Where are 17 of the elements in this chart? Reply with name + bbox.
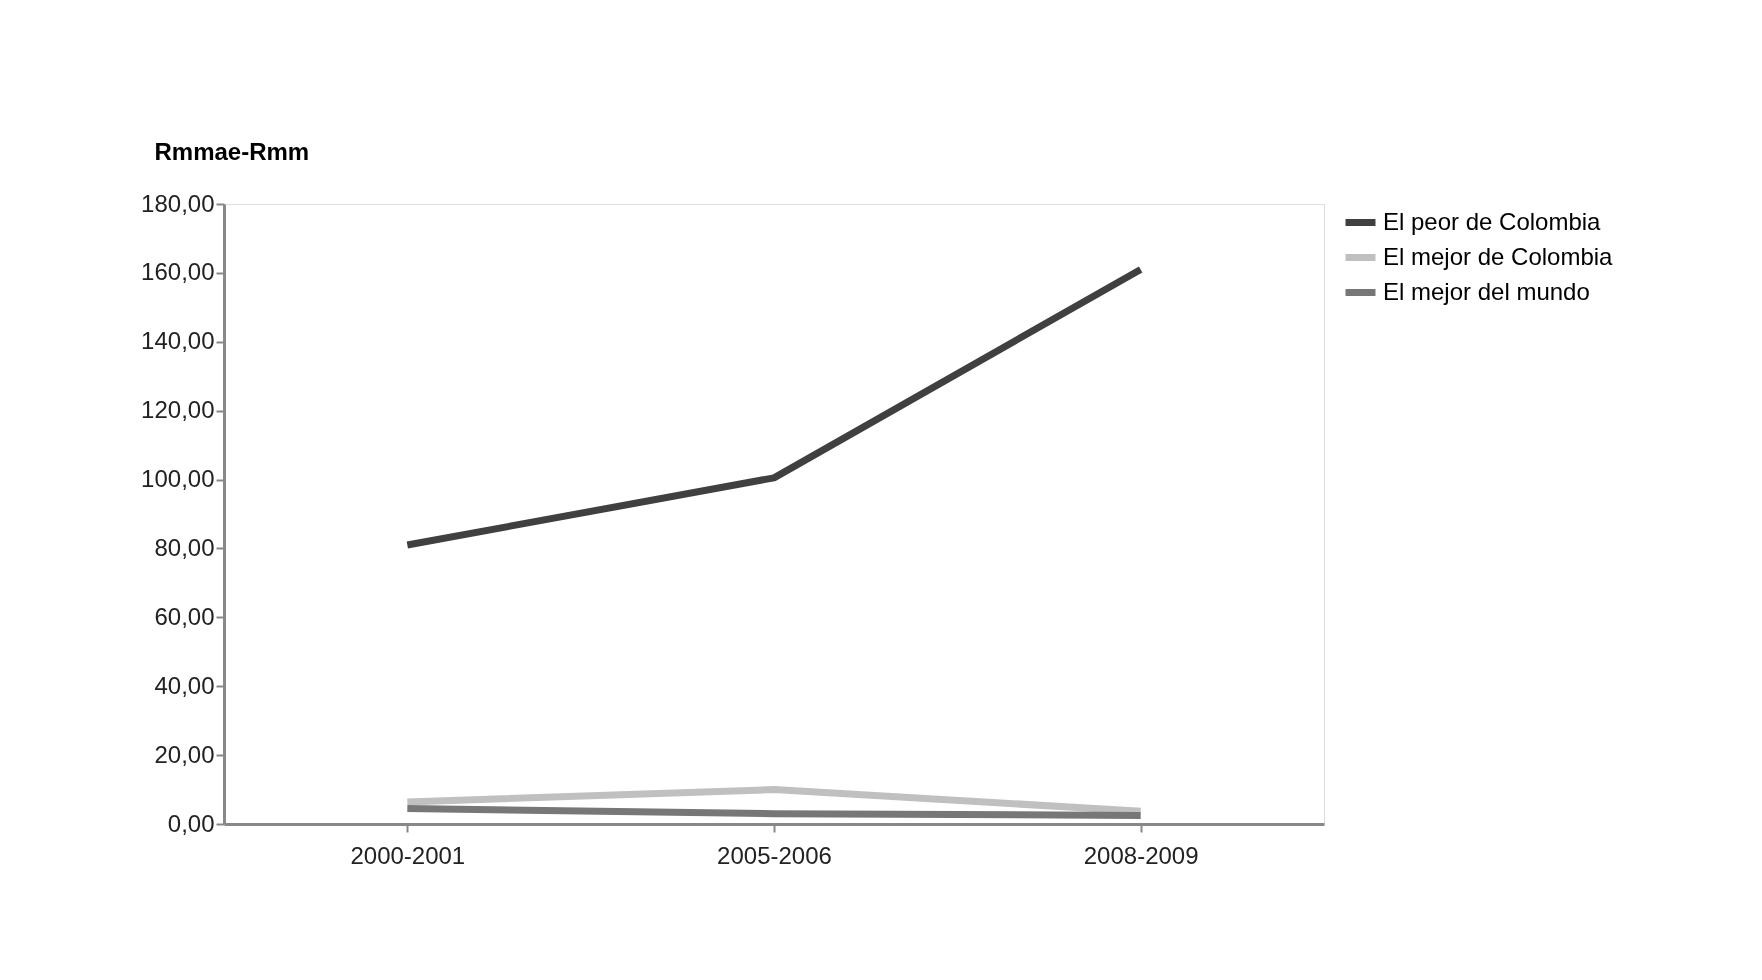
- y-tick-label: 180,00: [141, 189, 215, 217]
- y-tick-label: 60,00: [154, 602, 215, 630]
- x-tick-label: 2000-2001: [350, 841, 466, 869]
- legend-label: El mejor del mundo: [1383, 277, 1590, 305]
- legend-label: El peor de Colombia: [1383, 207, 1602, 235]
- y-axis-title: Rmmae-Rmm: [154, 137, 310, 165]
- x-tick-label: 2005-2006: [717, 841, 832, 869]
- y-tick-label: 0,00: [167, 809, 215, 837]
- x-tick-label: 2008-2009: [1083, 841, 1199, 869]
- y-tick-label: 160,00: [141, 258, 215, 286]
- y-tick-label: 120,00: [141, 396, 215, 424]
- y-tick-label: 100,00: [141, 465, 215, 493]
- y-tick-label: 20,00: [154, 740, 215, 768]
- y-tick-label: 40,00: [154, 671, 215, 699]
- y-tick-label: 140,00: [141, 327, 215, 355]
- y-tick-label: 80,00: [154, 533, 215, 561]
- legend-label: El mejor de Colombia: [1383, 242, 1614, 270]
